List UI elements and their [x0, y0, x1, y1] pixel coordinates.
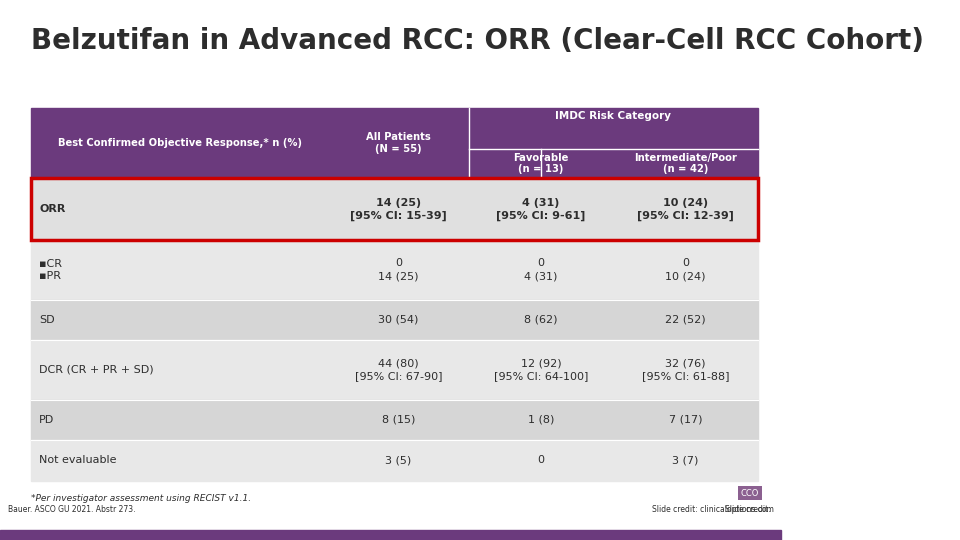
- Text: 0: 0: [538, 455, 544, 465]
- Text: Belzutifan in Advanced RCC: ORR (Clear-Cell RCC Cohort): Belzutifan in Advanced RCC: ORR (Clear-C…: [32, 27, 924, 55]
- Text: 3 (5): 3 (5): [385, 455, 412, 465]
- Bar: [32, 178, 757, 240]
- Text: 7 (17): 7 (17): [669, 415, 703, 425]
- Text: 1 (8): 1 (8): [528, 415, 554, 425]
- Text: Bauer. ASCO GU 2021. Abstr 273.: Bauer. ASCO GU 2021. Abstr 273.: [8, 505, 135, 514]
- Text: 8 (62): 8 (62): [524, 315, 558, 325]
- Text: DCR (CR + PR + SD): DCR (CR + PR + SD): [39, 365, 154, 375]
- Text: SD: SD: [39, 315, 55, 325]
- Text: 10 (24)
[95% CI: 12-39]: 10 (24) [95% CI: 12-39]: [637, 198, 734, 221]
- Text: 4 (31)
[95% CI: 9-61]: 4 (31) [95% CI: 9-61]: [496, 198, 586, 221]
- Text: IMDC Risk Category: IMDC Risk Category: [555, 111, 671, 121]
- Text: 44 (80)
[95% CI: 67-90]: 44 (80) [95% CI: 67-90]: [354, 359, 443, 381]
- Bar: [32, 108, 757, 178]
- Text: All Patients
(N = 55): All Patients (N = 55): [366, 132, 431, 154]
- Bar: [32, 400, 757, 440]
- Text: 12 (92)
[95% CI: 64-100]: 12 (92) [95% CI: 64-100]: [493, 359, 588, 381]
- Text: PD: PD: [39, 415, 55, 425]
- Text: Slide credit:: Slide credit:: [726, 505, 774, 514]
- Text: Slide credit: clinicaloptions.com: Slide credit: clinicaloptions.com: [652, 505, 774, 514]
- Text: 32 (76)
[95% CI: 61-88]: 32 (76) [95% CI: 61-88]: [642, 359, 730, 381]
- Text: Best Confirmed Objective Response,* n (%): Best Confirmed Objective Response,* n (%…: [58, 138, 301, 148]
- Text: CCO: CCO: [741, 489, 759, 498]
- Text: 8 (15): 8 (15): [382, 415, 415, 425]
- Text: Not evaluable: Not evaluable: [39, 455, 116, 465]
- Text: Intermediate/Poor
(n = 42): Intermediate/Poor (n = 42): [635, 153, 737, 174]
- Text: ORR: ORR: [39, 204, 65, 214]
- Bar: [32, 300, 757, 340]
- Bar: [32, 178, 757, 240]
- Text: 0
4 (31): 0 4 (31): [524, 259, 558, 281]
- Text: 3 (7): 3 (7): [672, 455, 699, 465]
- Text: Favorable
(n = 13): Favorable (n = 13): [514, 153, 568, 174]
- Bar: [32, 340, 757, 400]
- Bar: [32, 440, 757, 481]
- Text: 30 (54): 30 (54): [378, 315, 419, 325]
- Text: 14 (25)
[95% CI: 15-39]: 14 (25) [95% CI: 15-39]: [350, 198, 446, 221]
- Text: *Per investigator assessment using RECIST v1.1.: *Per investigator assessment using RECIS…: [32, 494, 252, 503]
- Bar: [0, 530, 781, 540]
- Text: 22 (52): 22 (52): [665, 315, 706, 325]
- Text: 0
10 (24): 0 10 (24): [665, 259, 706, 281]
- Bar: [32, 240, 757, 300]
- Text: ▪CR
▪PR: ▪CR ▪PR: [39, 259, 62, 281]
- Text: 0
14 (25): 0 14 (25): [378, 259, 419, 281]
